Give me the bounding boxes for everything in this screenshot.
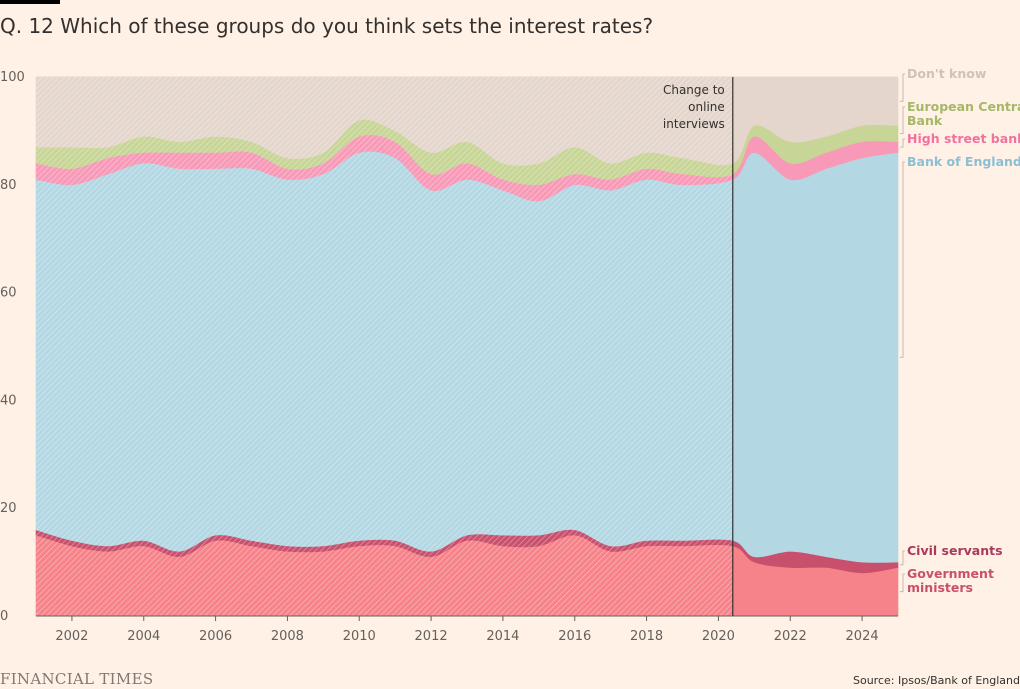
ft-top-bar: [0, 0, 60, 4]
series-label-bank-of-england: Bank of England: [907, 154, 1020, 169]
annotation-text: interviews: [663, 117, 725, 131]
x-tick-label: 2020: [702, 629, 735, 644]
x-tick-label: 2018: [630, 629, 663, 644]
series-label-government-ministers: Government: [907, 566, 994, 581]
x-tick-label: 2002: [55, 629, 88, 644]
axes: 0 20 40 60 80 100 2002 2004 2006 2008 2010 2012 2014…: [0, 70, 898, 644]
label-connector: [900, 106, 905, 134]
series-label-government-ministers: ministers: [907, 580, 973, 595]
x-tick-label: 2010: [343, 629, 376, 644]
ft-logo: FINANCIAL TIMES: [0, 670, 154, 688]
annotation-text: online: [688, 100, 725, 114]
source-note: Source: Ipsos/Bank of England: [853, 674, 1020, 687]
label-connector: [900, 138, 905, 148]
x-tick-label: 2024: [846, 629, 879, 644]
x-tick-label: 2004: [127, 629, 160, 644]
phone-survey-hatch: [36, 77, 733, 616]
x-tick-label: 2022: [774, 629, 807, 644]
series-label-high-street-banks: High street banks: [907, 131, 1020, 146]
annotation: Change to online interviews: [663, 77, 734, 616]
y-tick-label: 80: [0, 178, 17, 193]
annotation-text: Change to: [663, 83, 725, 97]
x-tick-label: 2006: [199, 629, 232, 644]
x-tick-label: 2012: [415, 629, 448, 644]
series-label-european-central-bank: European Central: [907, 99, 1020, 114]
label-connector: [900, 161, 905, 358]
label-connector: [900, 573, 905, 593]
hatch-overlay: [36, 77, 733, 616]
chart-title: Q. 12 Which of these groups do you think…: [0, 14, 654, 38]
y-tick-label: 40: [0, 393, 17, 408]
x-tick-label: 2014: [486, 629, 519, 644]
series-label-don-t-know: Don't know: [907, 66, 987, 81]
y-tick-label: 100: [0, 70, 25, 85]
label-connector: [900, 73, 905, 102]
x-tick-label: 2016: [558, 629, 591, 644]
y-tick-label: 0: [0, 609, 8, 624]
series-label-civil-servants: Civil servants: [907, 543, 1003, 558]
y-tick-label: 60: [0, 286, 17, 301]
label-connector: [900, 550, 905, 566]
series-label-european-central-bank: Bank: [907, 113, 943, 128]
y-tick-label: 20: [0, 501, 17, 516]
x-tick-label: 2008: [271, 629, 304, 644]
